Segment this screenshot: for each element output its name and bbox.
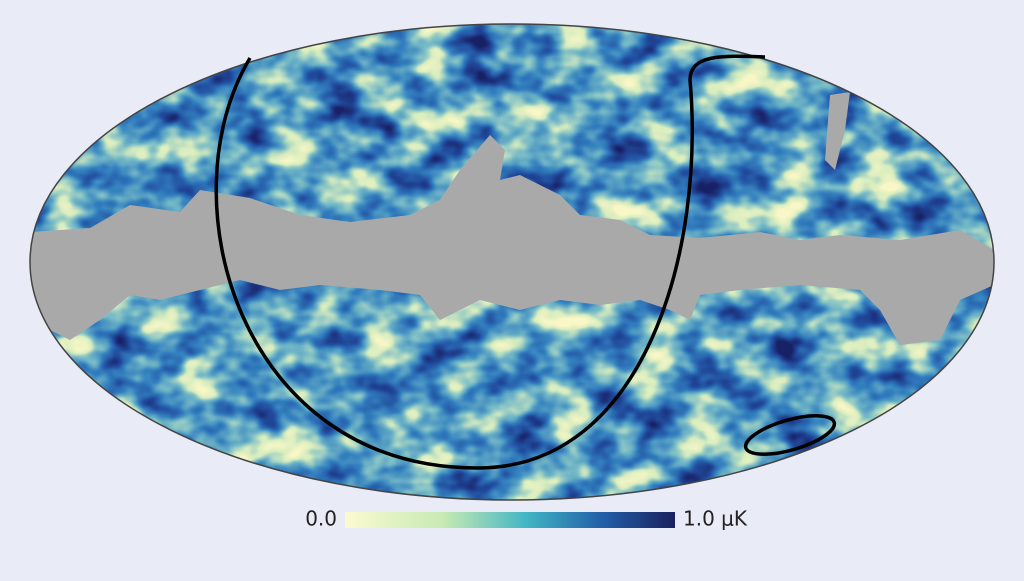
colorbar <box>345 512 675 528</box>
mask-patch <box>825 92 850 170</box>
region-outline <box>214 54 766 470</box>
galactic-mask <box>30 135 994 345</box>
colorbar-min-label: 0.0 <box>305 507 337 531</box>
colorbar-max-label: 1.0 μK <box>683 507 748 531</box>
small-region-outline <box>743 414 837 456</box>
sky-map <box>30 24 994 500</box>
sky-outline <box>29 23 995 501</box>
